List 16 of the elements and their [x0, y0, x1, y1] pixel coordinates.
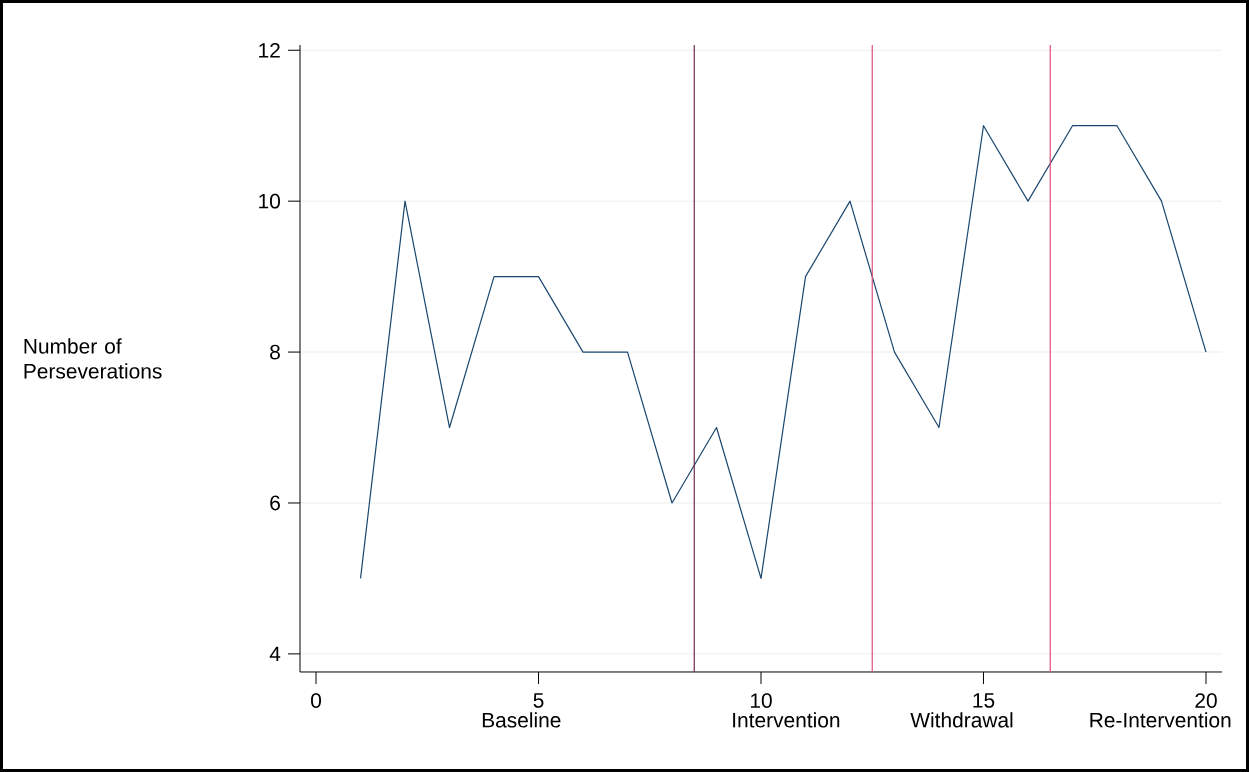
y-tick-label: 6 [270, 495, 280, 511]
y-tick-label: 10 [259, 193, 281, 209]
x-tick-label: 5 [533, 693, 544, 708]
y-tick-label: 8 [270, 344, 280, 360]
y-tick-label: 4 [269, 646, 281, 662]
line-series [359, 125, 1207, 580]
text: Baseline [482, 712, 561, 728]
text: Intervention [733, 712, 840, 728]
text: Withdrawal [910, 712, 1013, 728]
x-tick-label: 15 [973, 693, 995, 708]
text: Re-Intervention [1090, 712, 1231, 728]
y-axis-title: Number of Perseverations [24, 338, 162, 379]
x-tick-label: 20 [1195, 693, 1217, 708]
x-tick-label: 0 [311, 693, 322, 708]
y-tick-label: 12 [259, 42, 280, 58]
x-tick-label: 10 [750, 693, 772, 708]
